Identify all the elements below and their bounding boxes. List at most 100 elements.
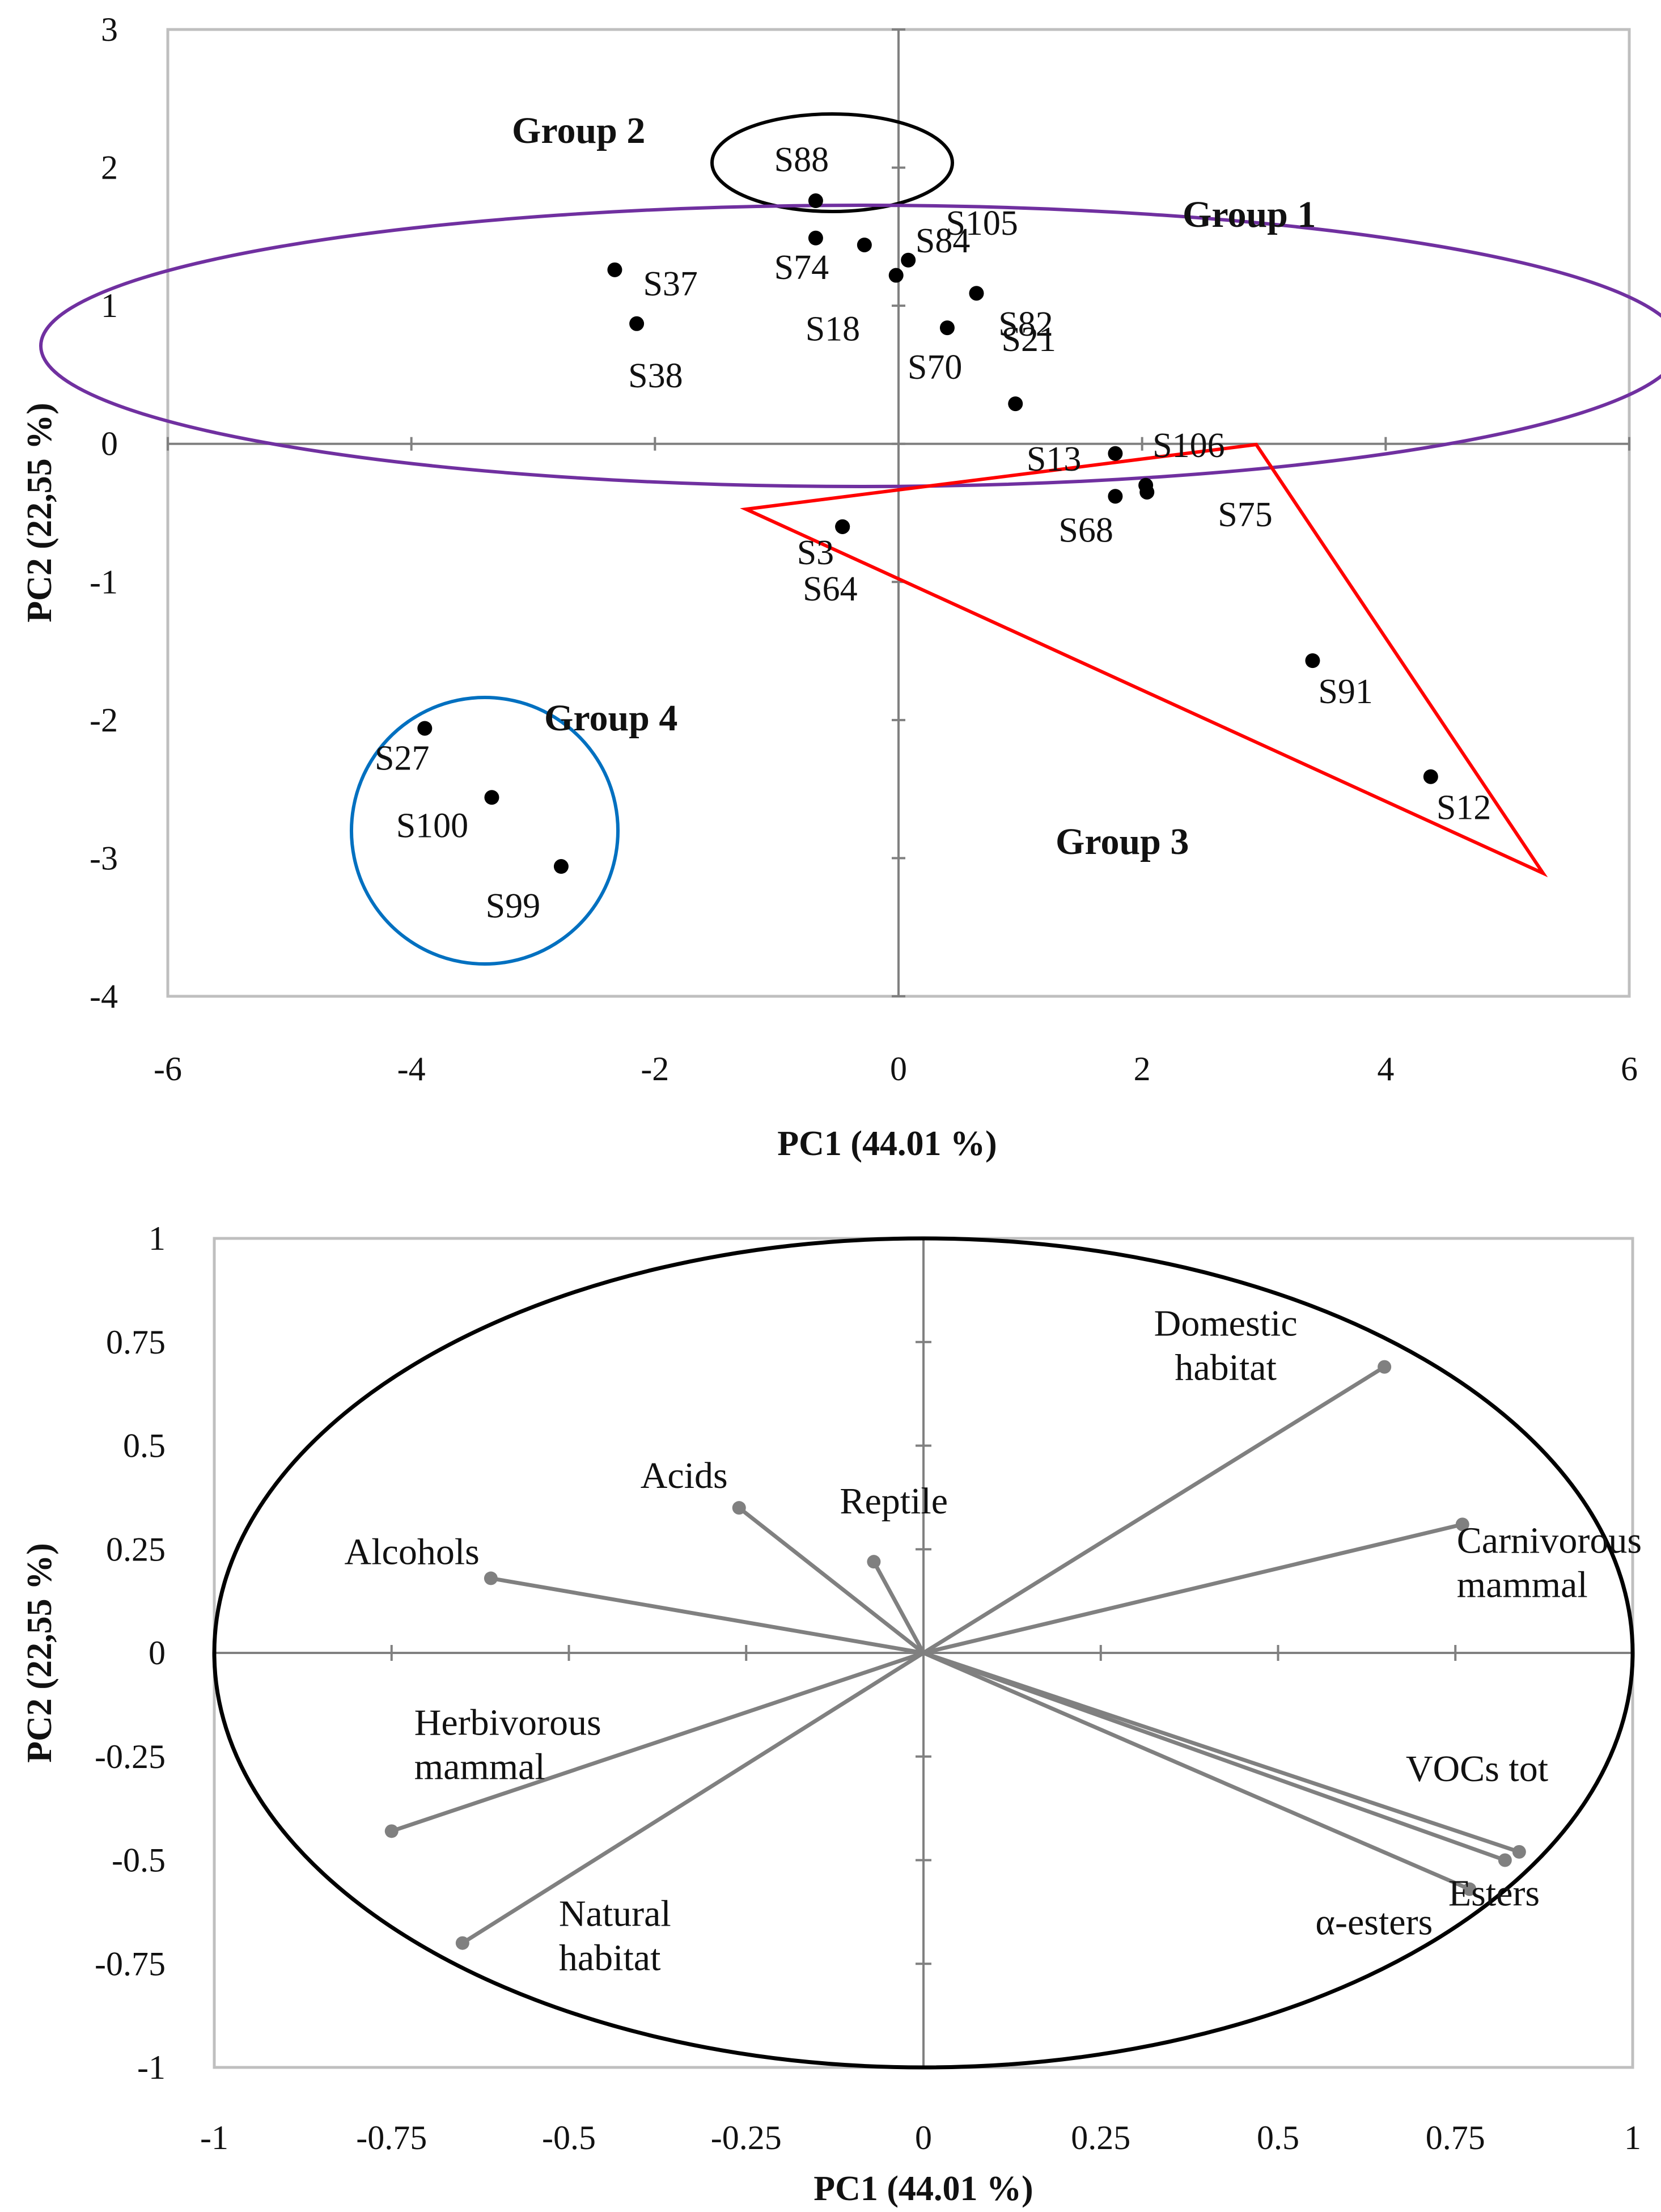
loading-plot: -1 -0.75 -0.5 -0.25 0 0.25 0.5 0.75 1 1 0.75 0.5 0.… <box>20 1220 1642 2208</box>
score-point-s75 <box>1139 484 1155 500</box>
score-x-tick-label: -2 <box>641 1050 669 1088</box>
vector-label-alcohols: Alcohols <box>345 1531 480 1572</box>
score-y-tick-label: -2 <box>90 701 118 739</box>
score-y-tick-label: -1 <box>90 563 118 600</box>
loading-x-tick-label: -1 <box>200 2119 228 2156</box>
score-label-s64: S64 <box>803 570 857 608</box>
vector-end-esters <box>1498 1853 1512 1867</box>
vector-end-domestic-habitat <box>1378 1360 1392 1374</box>
loading-y-tick-label: 0.5 <box>123 1427 166 1465</box>
loading-y-tick-label: -0.25 <box>95 1738 166 1775</box>
group-4-ellipse <box>350 696 620 966</box>
vector-acids <box>738 1506 925 1655</box>
score-label-s105: S105 <box>946 204 1018 243</box>
vector-end-vocstot <box>1512 1845 1526 1859</box>
vector-label-natural-habitat: Natural habitat <box>559 1893 671 1979</box>
vector-esters <box>922 1651 1506 1862</box>
score-point-s100 <box>484 790 499 805</box>
vector-label-carnivorous-mammal: Carnivorous mammal <box>1457 1520 1642 1605</box>
loading-y-tick-label: 0.25 <box>106 1530 166 1568</box>
score-point-s18 <box>888 268 904 283</box>
vector-end-reptile <box>867 1555 881 1569</box>
score-y-axis-title: PC2 (22,55 %) <box>20 403 59 622</box>
vector-label-herbivorous-mammal: Herbivorous mammal <box>414 1702 601 1787</box>
correlation-circle <box>212 1236 1635 2070</box>
loading-y-axis-title: PC2 (22,55 %) <box>20 1543 59 1762</box>
group-2-label: Group 2 <box>512 110 645 151</box>
vector-label-acids: Acids <box>641 1455 728 1496</box>
score-label-s99: S99 <box>486 887 540 925</box>
group-4-label: Group 4 <box>544 697 677 739</box>
score-label-s27: S27 <box>375 739 429 777</box>
loading-x-tick-label: 1 <box>1624 2119 1641 2156</box>
loading-x-tick-label: 0.75 <box>1426 2119 1485 2156</box>
score-point-s82 <box>1008 396 1023 412</box>
score-point-s99 <box>553 859 569 874</box>
loading-x-tick-label: -0.5 <box>542 2119 596 2156</box>
score-y-tick-label: 0 <box>101 425 118 463</box>
score-label-s88: S88 <box>774 141 829 179</box>
loading-vectors <box>384 1360 1526 1950</box>
score-label-s91: S91 <box>1318 673 1372 711</box>
group-1-label: Group 1 <box>1183 194 1316 235</box>
vector-label--esters: α-esters <box>1315 1902 1433 1943</box>
score-point-s21 <box>969 286 984 301</box>
score-label-s3: S3 <box>797 534 834 572</box>
score-label-s12: S12 <box>1437 789 1491 827</box>
vector-label-domestic-habitat: Domestic habitat <box>1154 1303 1298 1389</box>
score-point-s105 <box>901 252 916 268</box>
vector-domestic-habitat <box>922 1365 1385 1655</box>
score-points <box>417 193 1438 874</box>
vector-reptile <box>872 1560 926 1654</box>
score-point-s38 <box>629 316 645 331</box>
score-label-s100: S100 <box>396 806 468 845</box>
score-x-tick-labels: -6 -4 -2 0 2 4 6 <box>154 1050 1638 1088</box>
vector-natural-habitat <box>461 1651 925 1945</box>
score-label-s13: S13 <box>1027 440 1081 479</box>
score-label-s106: S106 <box>1152 426 1224 465</box>
score-point-s68 <box>1108 489 1123 504</box>
vector-label-vocstot: VOCs tot <box>1406 1748 1548 1790</box>
score-x-tick-label: 6 <box>1621 1050 1638 1088</box>
score-point-s27 <box>417 721 433 736</box>
vector-end-acids <box>732 1501 746 1515</box>
score-label-s18: S18 <box>806 310 860 349</box>
vector-label-esters: Esters <box>1448 1873 1540 1914</box>
loading-y-tick-label: -1 <box>137 2049 166 2086</box>
loading-y-tick-label: -0.5 <box>112 1842 166 1879</box>
vector-herbivorous-mammal <box>391 1651 925 1833</box>
score-label-s38: S38 <box>628 357 683 395</box>
score-x-tick-label: -4 <box>397 1050 426 1088</box>
vector-carnivorous-mammal <box>923 1522 1463 1655</box>
loading-x-axis-title: PC1 (44.01 %) <box>813 2169 1033 2208</box>
loading-x-tick-labels: -1 -0.75 -0.5 -0.25 0 0.25 0.5 0.75 1 <box>200 2119 1641 2156</box>
loading-y-tick-label: 0 <box>149 1634 166 1672</box>
group-outlines <box>39 112 1661 966</box>
score-point-s70 <box>939 320 955 336</box>
score-x-tick-label: 4 <box>1377 1050 1394 1088</box>
score-point-s88 <box>808 193 823 209</box>
score-label-s68: S68 <box>1058 511 1113 549</box>
score-point-s3 <box>835 519 850 534</box>
group-2-ellipse <box>710 112 954 213</box>
score-y-tick-label: -4 <box>90 978 118 1015</box>
loading-x-tick-label: -0.25 <box>711 2119 782 2156</box>
score-label-s75: S75 <box>1218 496 1272 534</box>
loading-x-tick-label: 0 <box>915 2119 932 2156</box>
score-point-s12 <box>1423 769 1438 784</box>
vector-end--esters <box>1463 1882 1477 1896</box>
group-3-triangle <box>740 442 1548 878</box>
vector-end-alcohols <box>484 1571 498 1585</box>
score-y-tick-label: -3 <box>90 839 118 877</box>
loading-y-tick-label: 0.75 <box>106 1323 166 1361</box>
score-x-tick-label: 2 <box>1134 1050 1151 1088</box>
score-x-tick-label: 0 <box>890 1050 907 1088</box>
score-point-s13 <box>1108 446 1123 461</box>
score-label-s37: S37 <box>643 265 697 303</box>
loading-x-tick-label: 0.25 <box>1071 2119 1130 2156</box>
score-point-s91 <box>1305 653 1320 669</box>
score-y-tick-label: 2 <box>101 149 118 187</box>
score-label-s70: S70 <box>908 348 962 387</box>
